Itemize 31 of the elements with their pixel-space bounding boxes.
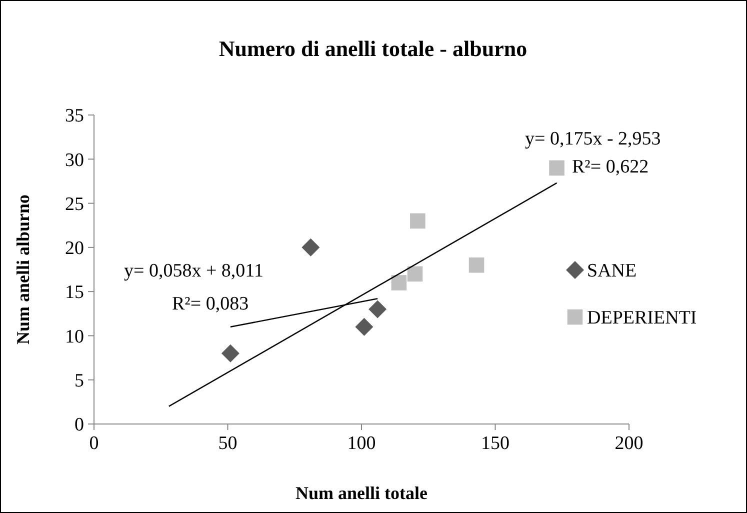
y-axis-title: Num anelli alburno: [13, 194, 33, 345]
point: [355, 318, 374, 336]
y-tick-label: 25: [65, 194, 84, 215]
x-axis-title: Num anelli totale: [296, 483, 428, 503]
point: [302, 238, 320, 256]
legend-label: SANE: [587, 260, 637, 282]
point: [549, 160, 564, 176]
y-tick-label: 35: [65, 106, 84, 127]
annotation: R²= 0,083: [172, 294, 249, 315]
y-tick-label: 5: [74, 370, 84, 392]
y-tick-label: 30: [65, 150, 84, 171]
y-tick-label: 15: [65, 282, 84, 304]
x-tick-label: 150: [481, 433, 510, 454]
point: [221, 344, 240, 362]
x-tick-label: 200: [614, 433, 644, 454]
legend-label: DEPERIENTI: [587, 308, 697, 329]
y-tick-label: 0: [74, 414, 84, 436]
point: [407, 266, 423, 282]
annotation: R²= 0,622: [572, 156, 649, 178]
point: [368, 300, 387, 318]
point: [468, 257, 484, 273]
x-tick-label: 0: [89, 433, 99, 454]
point: [391, 275, 407, 290]
y-tick-label: 20: [65, 238, 84, 260]
annotation: y= 0,175x - 2,953: [525, 128, 661, 150]
chart-title: Numero di anelli totale - alburno: [218, 36, 528, 61]
x-tick-label: 100: [347, 433, 376, 454]
annotation: y= 0,058x + 8,011: [124, 260, 264, 282]
point: [410, 213, 426, 229]
x-tick-label: 50: [218, 433, 238, 454]
y-tick-label: 10: [65, 326, 84, 348]
